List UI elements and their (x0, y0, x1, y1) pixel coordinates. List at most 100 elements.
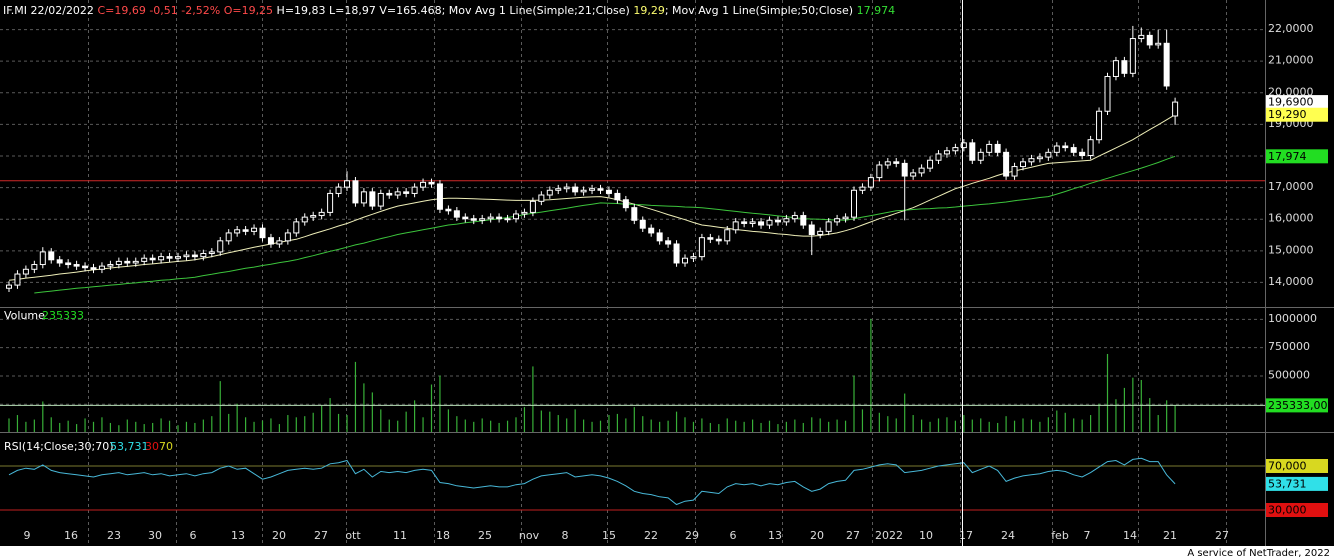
candle-body (479, 218, 486, 221)
candle-body (394, 191, 401, 196)
candle-body (910, 172, 917, 177)
x-tick-label: 16 (64, 529, 78, 542)
candle-body (107, 264, 114, 267)
candle-body (90, 267, 97, 270)
candle-body (141, 257, 148, 262)
panel-title: Volume (4, 309, 45, 322)
candle-body (166, 256, 173, 259)
candle-body (403, 191, 410, 194)
candle-body (65, 262, 72, 266)
candle-body (656, 232, 663, 242)
candle-body (276, 240, 283, 245)
candle-body (56, 259, 63, 264)
x-tick-label: 7 (1084, 529, 1091, 542)
candle-body (1045, 151, 1052, 158)
candle-body (867, 177, 874, 188)
value-flag (1266, 107, 1328, 122)
candle-body (1053, 145, 1060, 153)
x-tick-label: 15 (602, 529, 616, 542)
x-tick-label: 21 (1163, 529, 1177, 542)
x-tick-label: 20 (810, 529, 824, 542)
candle-body (884, 161, 891, 166)
candle-body (749, 221, 756, 224)
candle-body (1172, 101, 1179, 117)
candle-body (445, 208, 452, 212)
candle-body (513, 213, 519, 220)
candle-body (420, 181, 427, 188)
candle-body (98, 265, 105, 270)
candle-body (732, 221, 739, 231)
candle-body (605, 189, 612, 194)
candle-body (1011, 166, 1018, 177)
value-flag-label: 235333,000 (1268, 399, 1334, 412)
candle-body (597, 188, 604, 191)
candle-body (715, 238, 722, 242)
candle-body (39, 251, 46, 266)
candle-body (994, 143, 1001, 153)
candle-body (817, 230, 824, 236)
x-tick-label: 6 (730, 529, 737, 542)
header-part: ; Mov Avg 1 Line(Simple;50;Close) (665, 4, 857, 17)
x-tick-label: 30 (148, 529, 162, 542)
candle-body (386, 192, 393, 196)
candle-body (572, 186, 579, 193)
candle-body (217, 240, 224, 253)
candle-body (327, 192, 334, 213)
candle-body (158, 256, 165, 261)
candle-body (369, 191, 376, 207)
value-flag-label: 19,6900 (1268, 96, 1314, 109)
y-tick-label: 750000 (1268, 340, 1310, 353)
candle-body (529, 200, 536, 213)
candle-body (665, 240, 672, 245)
candle-body (293, 221, 300, 234)
candle-body (580, 189, 587, 193)
rsi-level-legend: 30 (145, 440, 159, 453)
value-flag (1266, 95, 1328, 110)
candle-body (344, 180, 350, 188)
candle-body (808, 224, 815, 236)
candle-body (800, 215, 807, 226)
y-tick-label: 21,0000 (1268, 54, 1314, 67)
footer: A service of NetTrader, 2022 (1187, 548, 1330, 559)
candle-body (208, 251, 215, 254)
value-flag (1266, 503, 1328, 517)
candle-body (943, 150, 950, 155)
x-tick-label: 27 (1215, 529, 1229, 542)
candle-body (284, 232, 291, 242)
value-flag (1266, 398, 1328, 413)
candle-body (758, 221, 765, 226)
candle-body (901, 162, 908, 177)
candle-body (1028, 158, 1035, 163)
candle-body (622, 199, 629, 209)
value-flag (1266, 476, 1328, 491)
candle-body (834, 218, 841, 223)
candle-body (411, 186, 418, 194)
candle-body (234, 229, 241, 234)
y-tick-label: 1000000 (1268, 312, 1317, 325)
candle-body (14, 273, 21, 286)
candle-body (1112, 60, 1119, 77)
candle-body (6, 284, 12, 289)
candle-body (546, 189, 553, 196)
candle-body (563, 186, 570, 190)
candle-body (969, 142, 976, 161)
x-tick-label: 23 (107, 529, 121, 542)
candle-body (470, 218, 477, 221)
candle-body (851, 189, 857, 218)
candle-body (124, 260, 131, 264)
candle-body (741, 221, 748, 224)
candle-body (301, 216, 308, 223)
candle-body (352, 180, 359, 204)
panel-value: 235333 (42, 309, 84, 322)
candle-body (22, 268, 29, 275)
x-tick-label: 6 (190, 529, 197, 542)
x-tick-label: 27 (314, 529, 328, 542)
y-tick-label: 16,0000 (1268, 212, 1314, 225)
y-tick-label: 20,0000 (1268, 85, 1314, 98)
y-tick-label: 14,0000 (1268, 275, 1314, 288)
candle-body (783, 218, 790, 223)
candle-body (1155, 42, 1162, 46)
candle-body (115, 260, 122, 266)
